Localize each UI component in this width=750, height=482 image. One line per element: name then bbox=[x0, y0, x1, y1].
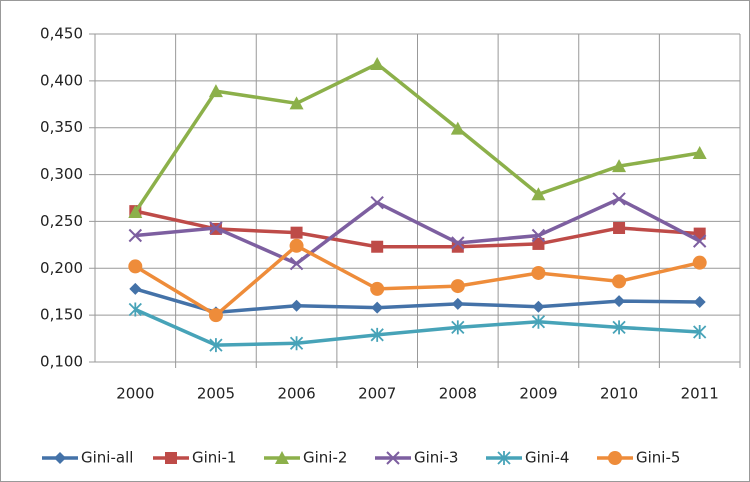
marker bbox=[370, 56, 385, 70]
legend-item: Gini-2 bbox=[264, 449, 347, 467]
y-tick-label: 0,150 bbox=[40, 306, 83, 324]
legend-label: Gini-3 bbox=[414, 449, 458, 467]
marker bbox=[386, 451, 400, 465]
legend-label: Gini-2 bbox=[303, 449, 347, 467]
x-tick-label: 2009 bbox=[519, 385, 557, 403]
series-line bbox=[134, 209, 700, 249]
marker bbox=[693, 325, 707, 340]
marker bbox=[290, 226, 303, 239]
marker bbox=[692, 255, 707, 270]
marker bbox=[450, 121, 465, 135]
marker bbox=[613, 295, 626, 308]
marker bbox=[129, 282, 142, 295]
marker bbox=[370, 327, 384, 342]
y-tick-label: 0,250 bbox=[40, 212, 83, 230]
marker bbox=[371, 240, 384, 253]
marker bbox=[451, 320, 465, 335]
series-line bbox=[133, 61, 700, 214]
marker bbox=[209, 221, 223, 235]
marker bbox=[370, 281, 385, 296]
marker bbox=[613, 221, 626, 234]
marker bbox=[608, 451, 622, 465]
marker bbox=[532, 237, 545, 250]
series-line bbox=[134, 287, 700, 315]
marker bbox=[612, 320, 626, 335]
marker bbox=[208, 84, 223, 98]
x-tick-label: 2000 bbox=[116, 385, 154, 403]
marker bbox=[128, 302, 142, 317]
marker bbox=[128, 205, 143, 219]
x-tick-label: 2010 bbox=[600, 385, 638, 403]
legend-item: Gini-all bbox=[42, 449, 133, 467]
legend-label: Gini-4 bbox=[525, 449, 569, 467]
marker bbox=[54, 452, 66, 464]
marker bbox=[128, 228, 143, 243]
series bbox=[128, 302, 707, 353]
marker bbox=[531, 187, 546, 201]
x-tick-label: 2007 bbox=[358, 385, 396, 403]
legend-label: Gini-all bbox=[81, 449, 133, 467]
marker bbox=[612, 159, 627, 173]
marker bbox=[290, 299, 303, 312]
marker bbox=[612, 274, 627, 289]
marker bbox=[693, 296, 706, 309]
marker bbox=[275, 451, 289, 464]
marker bbox=[128, 259, 143, 274]
legend-item: Gini-4 bbox=[486, 449, 569, 467]
series-line bbox=[134, 307, 700, 347]
marker bbox=[289, 96, 304, 110]
marker bbox=[209, 338, 223, 353]
marker bbox=[451, 236, 465, 250]
marker bbox=[531, 314, 546, 329]
marker bbox=[612, 192, 626, 206]
x-tick-label: 2006 bbox=[277, 385, 315, 403]
marker bbox=[450, 279, 465, 294]
marker bbox=[531, 265, 546, 280]
marker bbox=[289, 336, 304, 351]
marker bbox=[289, 256, 304, 271]
series-line bbox=[134, 243, 701, 318]
x-tick-label: 2008 bbox=[439, 385, 477, 403]
series-line bbox=[135, 196, 701, 266]
legend-item: Gini-5 bbox=[597, 449, 680, 467]
legend-label: Gini-1 bbox=[192, 449, 236, 467]
marker bbox=[497, 451, 511, 465]
y-tick-label: 0,300 bbox=[40, 165, 83, 183]
marker bbox=[165, 452, 177, 464]
legend-item: Gini-3 bbox=[375, 449, 458, 467]
marker bbox=[531, 228, 546, 243]
series bbox=[128, 192, 707, 271]
legend-item: Gini-1 bbox=[153, 449, 236, 467]
y-tick-label: 0,400 bbox=[40, 71, 83, 89]
y-tick-label: 0,200 bbox=[40, 259, 83, 277]
legend-label: Gini-5 bbox=[636, 449, 680, 467]
marker bbox=[289, 238, 304, 253]
series bbox=[128, 238, 707, 323]
x-tick-label: 2005 bbox=[197, 385, 235, 403]
marker bbox=[532, 300, 545, 313]
marker bbox=[451, 297, 464, 310]
marker bbox=[693, 227, 706, 240]
series bbox=[128, 56, 707, 219]
y-tick-label: 0,100 bbox=[40, 353, 83, 371]
marker bbox=[692, 234, 707, 248]
marker bbox=[371, 301, 384, 314]
marker bbox=[208, 308, 223, 323]
y-tick-label: 0,350 bbox=[40, 118, 83, 136]
y-tick-label: 0,450 bbox=[40, 25, 83, 43]
marker bbox=[370, 195, 384, 210]
x-tick-label: 2011 bbox=[681, 385, 719, 403]
marker bbox=[692, 146, 707, 160]
